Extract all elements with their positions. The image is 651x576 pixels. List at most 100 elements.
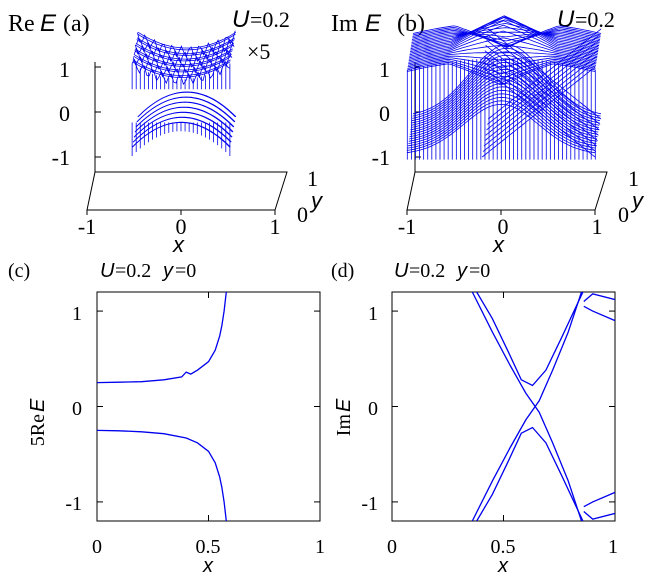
panel-b-x-tick-label: 1 bbox=[592, 214, 603, 239]
surface-a-upper-line bbox=[136, 37, 235, 64]
surface-b-row-line bbox=[410, 19, 599, 48]
surface-b-diagonal-line bbox=[482, 61, 597, 152]
surface-b-row-line bbox=[408, 37, 597, 60]
surface-b-row-line bbox=[411, 22, 600, 47]
panel-b-x-tick-label: -1 bbox=[398, 214, 416, 239]
surface-a-lower-line bbox=[134, 111, 233, 138]
panel-c-ticks bbox=[96, 292, 321, 521]
series-line-4 bbox=[476, 426, 584, 521]
surface-b-diagonal-line bbox=[487, 28, 602, 120]
panel-b-quantity-prefix: Im bbox=[331, 11, 358, 37]
panel-d-x-label: x bbox=[497, 555, 509, 576]
surface-b-arch-line bbox=[410, 65, 599, 128]
panel-c-cut-symbol: y bbox=[161, 260, 174, 282]
panel-d-param-value: =0.2 bbox=[409, 260, 445, 282]
panel-c-param-symbol: U bbox=[100, 260, 115, 282]
panel-c-y-label-prefix: 5Re bbox=[27, 414, 49, 446]
panel-b-y-tick-label: 0 bbox=[618, 202, 629, 227]
panel-b-quantity-symbol: E bbox=[365, 10, 382, 37]
surface-b-row-line bbox=[409, 24, 598, 57]
series-line-2 bbox=[97, 429, 227, 521]
panel-d-letter: (d) bbox=[331, 260, 354, 282]
surface-b-arch-line bbox=[409, 79, 598, 138]
panel-a-x-label: x bbox=[172, 232, 185, 257]
panel-b-letter: (b) bbox=[397, 11, 425, 37]
panel-d-y-label: Im E bbox=[333, 398, 355, 436]
panel-d-cut-symbol: y bbox=[455, 260, 468, 282]
surface-a-lower-line bbox=[135, 106, 234, 133]
surface-a-upper-line bbox=[136, 37, 236, 55]
panel-b-param-value: =0.2 bbox=[575, 7, 615, 32]
surface-b-arch-line bbox=[408, 93, 597, 147]
panel-c-y-tick-label: 1 bbox=[72, 303, 82, 325]
surface-a-lower-line bbox=[137, 91, 237, 117]
series-line-1 bbox=[471, 292, 583, 521]
panel-c-x-tick-label: 0.5 bbox=[196, 536, 221, 558]
surface-b-row-line bbox=[410, 16, 599, 50]
surface-b-row-line bbox=[411, 32, 600, 42]
surface-a-lower-line bbox=[133, 116, 232, 143]
panel-d-y-label-prefix: Im bbox=[333, 414, 355, 437]
surface-b-row-line bbox=[411, 31, 600, 43]
surface-b-row-line bbox=[407, 57, 597, 68]
panel-c-x-label: x bbox=[202, 555, 214, 576]
panel-a-x-tick-label: 1 bbox=[270, 214, 281, 239]
series-line-8 bbox=[583, 491, 615, 508]
panel-c-y-label: 5Re E bbox=[27, 398, 49, 446]
panel-d-x-tick-label: 0.5 bbox=[491, 536, 516, 558]
panel-a-z-tick-label: 1 bbox=[59, 57, 70, 82]
panel-d-y-label-symbol: E bbox=[333, 398, 355, 412]
series-line-3 bbox=[476, 292, 584, 387]
surface-a-lower-line bbox=[136, 96, 236, 122]
surface-b-arch-line bbox=[408, 86, 597, 142]
panel-c-cut-value: =0 bbox=[175, 260, 196, 282]
panel-a-quantity-prefix: Re bbox=[8, 11, 35, 37]
panel-d-x-tick-label: 0 bbox=[387, 536, 397, 558]
panel-c-y-tick-label: -1 bbox=[65, 493, 82, 515]
surface-b-diagonal-line bbox=[487, 34, 601, 125]
panel-c-param-value: =0.2 bbox=[115, 260, 151, 282]
series-line-2 bbox=[471, 292, 583, 521]
panel-a-y-tick-label: 1 bbox=[307, 166, 318, 191]
series-line-1 bbox=[97, 292, 227, 384]
surface-b-row-line bbox=[409, 30, 598, 59]
panel-a-param-value: =0.2 bbox=[250, 7, 290, 32]
surface-a-upper-line bbox=[134, 48, 233, 66]
panel-a-y-label: y bbox=[309, 188, 324, 213]
panel-b-x-tick-label: 0 bbox=[498, 214, 509, 239]
panel-a-scale-note: ×5 bbox=[247, 39, 270, 64]
surface-b-row-line bbox=[409, 20, 598, 56]
panel-b-x-label: x bbox=[492, 232, 505, 257]
panel-a-x-tick-label: -1 bbox=[78, 214, 96, 239]
panel-a-quantity-symbol: E bbox=[40, 10, 57, 37]
surface-a-upper-line bbox=[137, 33, 236, 51]
panel-a-letter: (a) bbox=[63, 11, 90, 37]
panel-c-series bbox=[97, 292, 227, 521]
surface-b-row-line bbox=[412, 26, 601, 48]
surface-b-diagonal-line bbox=[484, 50, 598, 142]
panel-b-z-tick-label: -1 bbox=[372, 145, 390, 170]
surface-b-diagonal-line bbox=[483, 55, 597, 147]
surface-b-diagonal-line bbox=[481, 66, 596, 158]
surface-b-row-line bbox=[411, 31, 601, 42]
series-line-7 bbox=[583, 511, 615, 520]
surface-b-row-line bbox=[412, 29, 601, 45]
surface-b-arch-line bbox=[407, 96, 596, 149]
panel-d-x-tick-label: 1 bbox=[608, 536, 618, 558]
panel-a-axes bbox=[86, 62, 288, 215]
panel-c-x-tick-label: 1 bbox=[315, 536, 325, 558]
surface-b-row-line bbox=[411, 27, 600, 45]
surface-a-lower-line bbox=[132, 121, 231, 148]
panel-d-y-tick-label: 0 bbox=[368, 398, 378, 420]
surface-a-upper-line bbox=[137, 31, 237, 49]
panel-b-axes bbox=[406, 62, 608, 215]
panel-b-base-plane bbox=[406, 171, 608, 211]
panel-a-z-tick-label: 0 bbox=[59, 101, 70, 126]
panel-c-letter: (c) bbox=[8, 260, 30, 282]
panel-a-base-plane bbox=[86, 171, 288, 211]
panel-b-surface bbox=[406, 15, 602, 160]
panel-c-y-tick-label: 0 bbox=[72, 398, 82, 420]
panel-d-cut-value: =0 bbox=[469, 260, 490, 282]
panel-d-y-tick-label: -1 bbox=[361, 493, 378, 515]
